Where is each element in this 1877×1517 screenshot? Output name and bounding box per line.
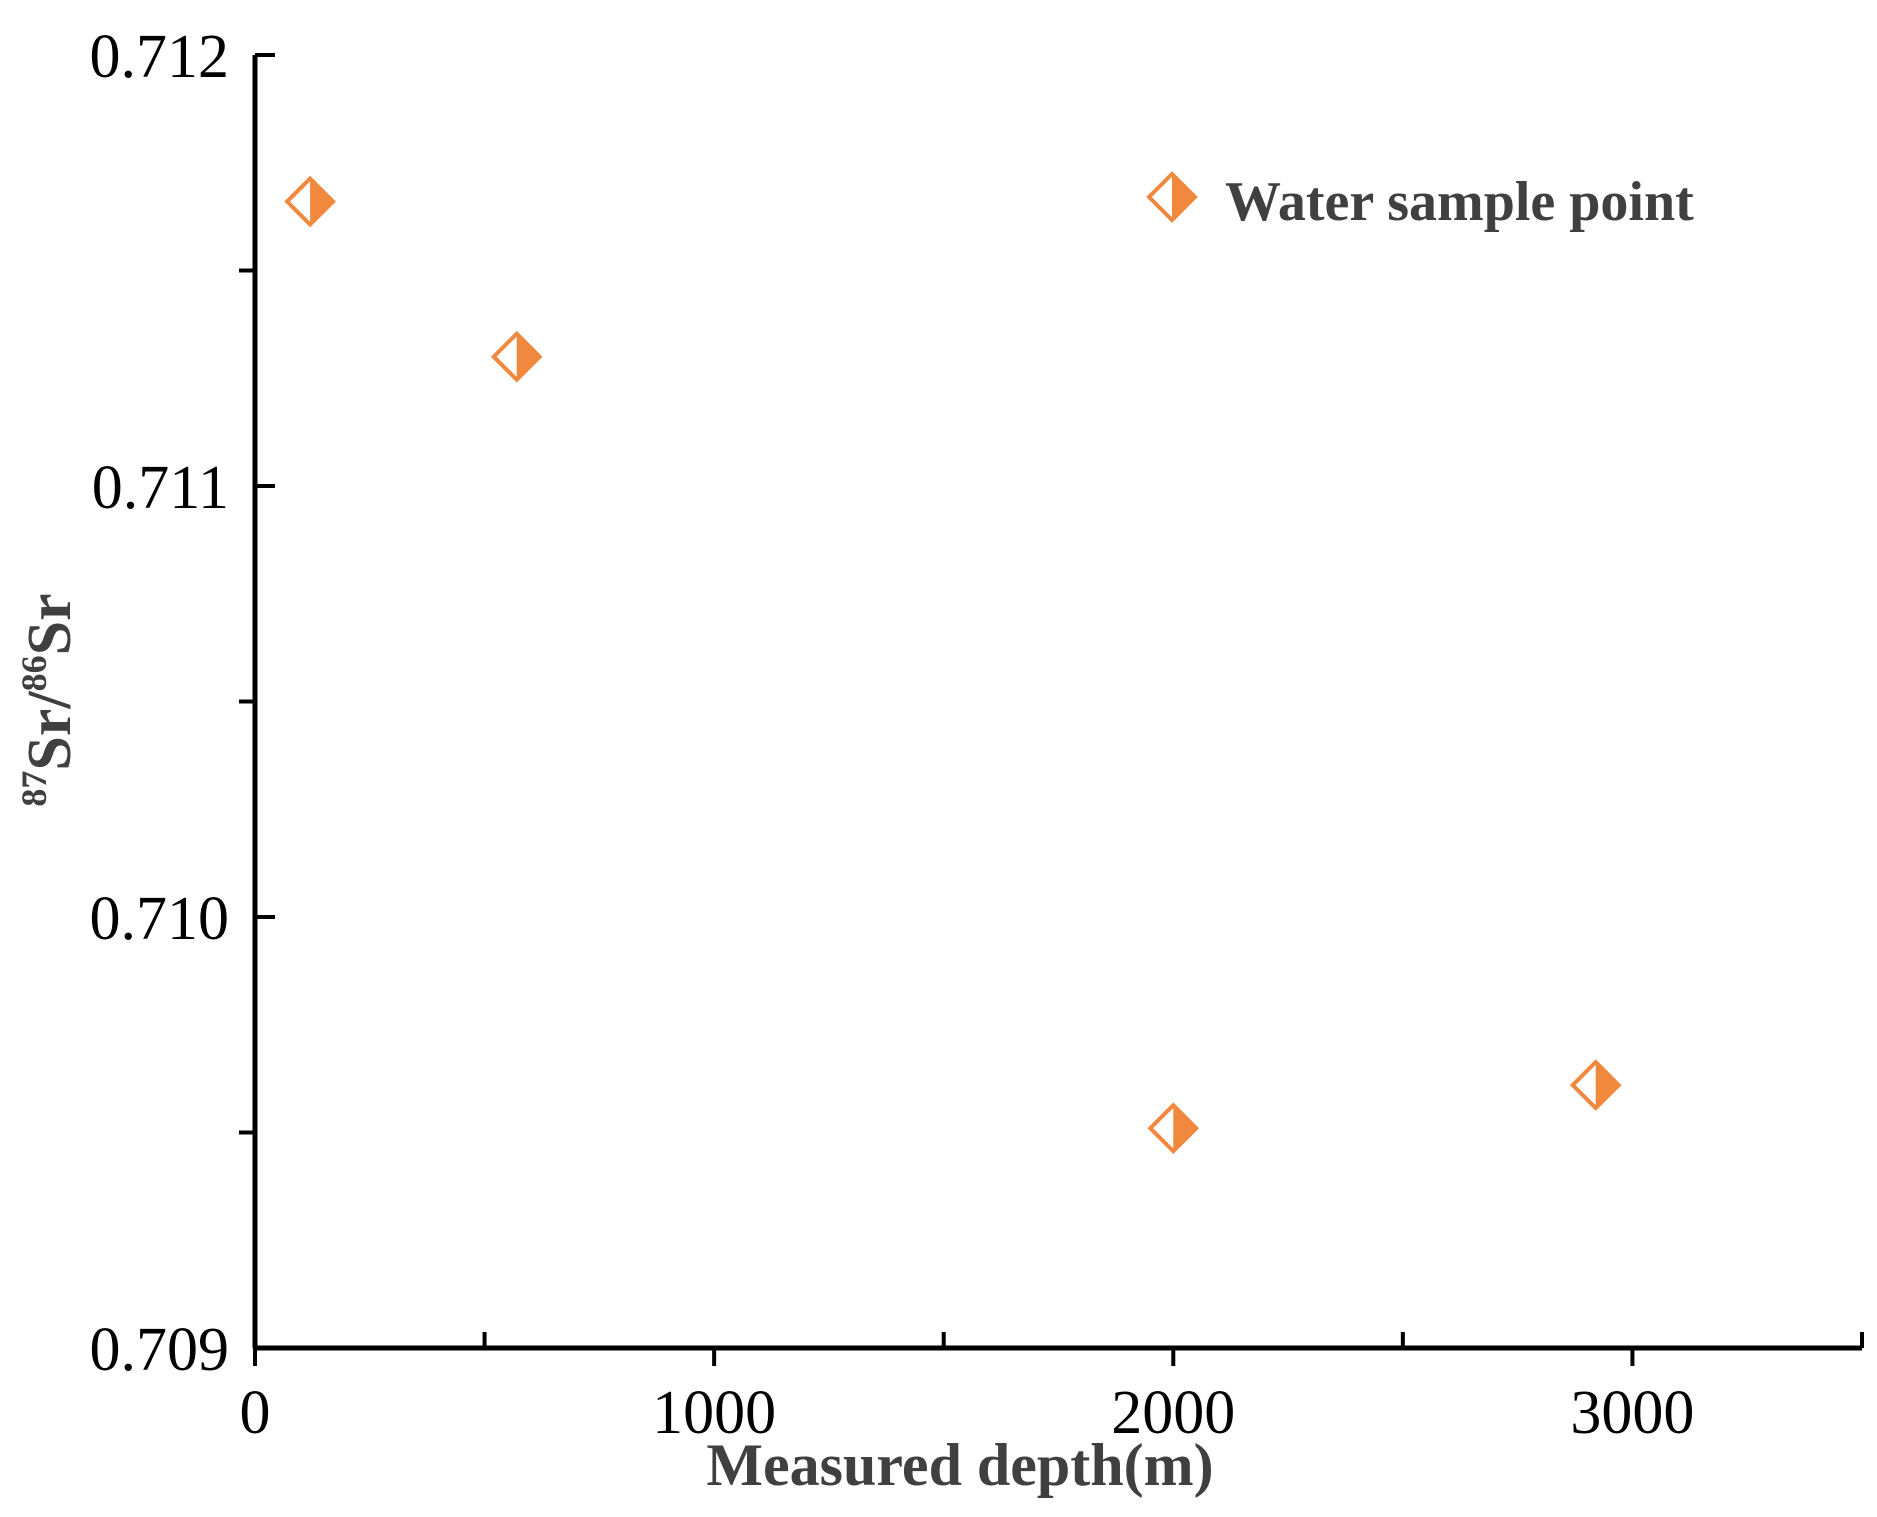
data-points <box>284 175 1622 1155</box>
marker-fill <box>1595 1062 1619 1109</box>
x-axis-title: Measured depth(m) <box>706 1432 1213 1498</box>
y-axis-title-part2: Sr <box>16 593 84 655</box>
y-tick-label: 0.711 <box>92 454 229 522</box>
y-tick-label: 0.712 <box>90 23 230 91</box>
marker-fill <box>516 333 540 380</box>
data-point <box>490 330 543 383</box>
data-point <box>284 175 336 228</box>
y-axis-title-sup1: 87 <box>14 771 54 807</box>
x-tick-label: 2000 <box>1111 1379 1235 1447</box>
ticks <box>239 53 1864 1366</box>
legend-diamond-icon <box>1146 171 1198 223</box>
y-tick-label: 0.710 <box>90 885 230 953</box>
axes <box>252 55 1862 1351</box>
marker-outline <box>284 175 336 228</box>
data-point <box>1569 1059 1622 1111</box>
legend-label: Water sample point <box>1225 171 1694 233</box>
marker-outline <box>1147 1102 1200 1155</box>
legend: Water sample point <box>1146 171 1694 233</box>
x-tick-label: 3000 <box>1570 1379 1694 1447</box>
y-tick-label: 0.709 <box>90 1316 230 1384</box>
legend-marker-icon <box>1146 171 1198 223</box>
marker-outline <box>1569 1059 1622 1111</box>
y-axis-title: 87Sr/86Sr <box>14 593 84 806</box>
x-tick-label: 0 <box>240 1379 271 1447</box>
y-axis-title-part1: Sr/ <box>16 691 84 771</box>
x-tick-label: 1000 <box>652 1379 776 1447</box>
marker-fill <box>1172 174 1195 220</box>
marker-fill <box>1173 1105 1197 1152</box>
marker-fill <box>310 178 334 225</box>
marker-outline <box>490 330 543 383</box>
tick-labels: 0 1000 2000 3000 0.709 0.710 0.711 0.712 <box>90 23 1695 1447</box>
y-axis-title-sup2: 86 <box>14 655 54 691</box>
marker-outline <box>1146 171 1198 223</box>
data-point <box>1147 1102 1200 1155</box>
